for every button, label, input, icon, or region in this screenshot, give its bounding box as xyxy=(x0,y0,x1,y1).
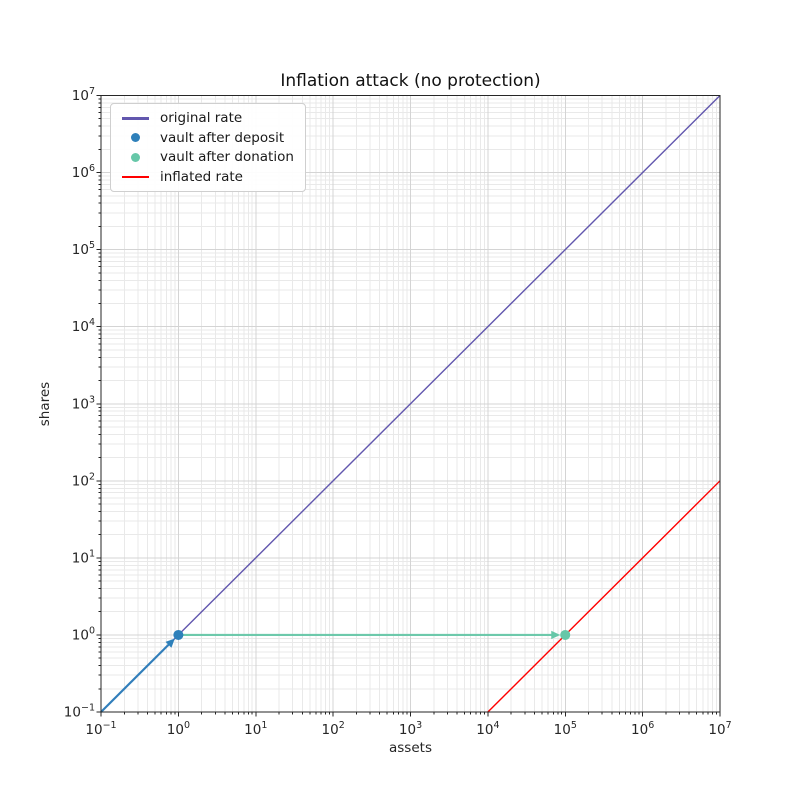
svg-text:105: 105 xyxy=(72,240,95,258)
svg-text:101: 101 xyxy=(244,720,267,738)
svg-text:106: 106 xyxy=(631,720,654,738)
svg-text:100: 100 xyxy=(167,720,190,738)
legend-label: inflated rate xyxy=(160,168,243,185)
legend-item-vault-after-donation: vault after donation xyxy=(118,149,294,166)
legend: original rate vault after deposit vault … xyxy=(110,103,306,192)
legend-item-vault-after-deposit: vault after deposit xyxy=(118,130,294,147)
x-axis-label: assets xyxy=(389,740,432,756)
svg-text:102: 102 xyxy=(72,471,95,489)
svg-text:107: 107 xyxy=(72,86,95,104)
svg-text:103: 103 xyxy=(72,394,95,412)
svg-text:107: 107 xyxy=(708,720,731,738)
svg-text:101: 101 xyxy=(72,548,95,566)
legend-item-original-rate: original rate xyxy=(118,110,294,127)
svg-text:102: 102 xyxy=(322,720,345,738)
svg-text:105: 105 xyxy=(554,720,577,738)
svg-text:100: 100 xyxy=(72,625,95,643)
legend-marker-swatch-vault-after-donation xyxy=(118,152,152,162)
legend-item-inflated-rate: inflated rate xyxy=(118,169,294,186)
svg-text:106: 106 xyxy=(72,163,95,181)
legend-label: vault after deposit xyxy=(160,129,285,146)
svg-text:10−1: 10−1 xyxy=(85,720,116,738)
legend-line-swatch-original-rate xyxy=(118,117,152,120)
y-axis-label: shares xyxy=(37,381,53,427)
legend-label: vault after donation xyxy=(160,149,294,166)
svg-text:103: 103 xyxy=(399,720,422,738)
legend-label: original rate xyxy=(160,110,243,127)
svg-text:104: 104 xyxy=(72,317,95,335)
legend-marker-swatch-vault-after-deposit xyxy=(118,133,152,143)
svg-text:10−1: 10−1 xyxy=(64,703,95,721)
chart-title: Inflation attack (no protection) xyxy=(280,71,541,91)
svg-text:104: 104 xyxy=(476,720,499,738)
legend-line-swatch-inflated-rate xyxy=(118,175,152,178)
